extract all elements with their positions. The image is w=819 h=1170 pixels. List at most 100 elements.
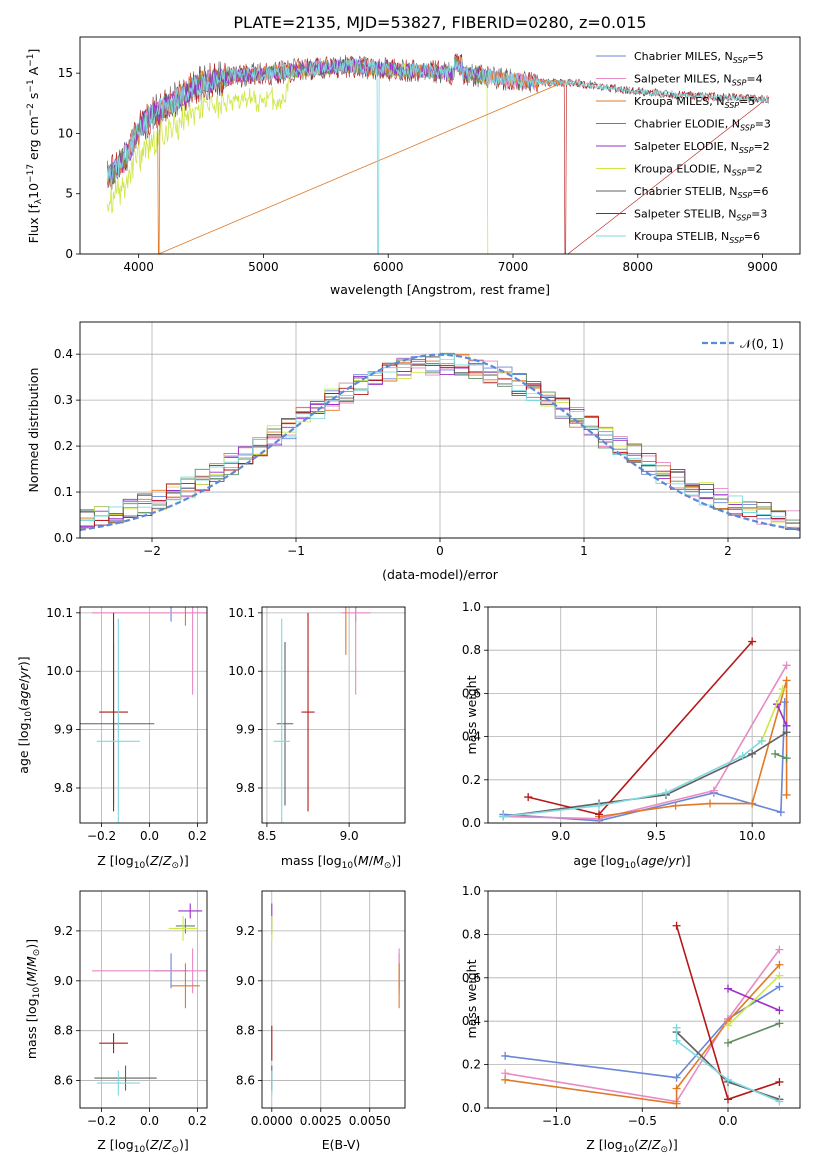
weight-vs-z-panel: −1.0 −0.5 0.0 0.0 0.2 0.4 0.6 0.8 1.0 Z [log10(Z… xyxy=(462,884,801,1155)
mass-vs-ebv-xlabel: E(B-V) xyxy=(322,1137,361,1152)
weight-marker xyxy=(778,685,787,694)
weight_vs_Z-xtick-label: −0.5 xyxy=(628,1114,657,1128)
weight_vs_age-ytick-label: 0.8 xyxy=(462,643,481,657)
mass_vs_ebv-ytick-label: 8.6 xyxy=(236,1074,255,1088)
residuals-ytick-label: 0.1 xyxy=(54,485,73,499)
weight-line xyxy=(760,688,784,742)
spectrum-xlabel: wavelength [Angstrom, rest frame] xyxy=(330,282,550,297)
legend-label: Kroupa STELIB, NSSP=6 xyxy=(634,230,760,245)
weight-marker xyxy=(672,921,681,930)
weight-marker xyxy=(672,1073,681,1082)
legend-label: Chabrier STELIB, NSSP=6 xyxy=(634,185,768,200)
weight_vs_Z-frame xyxy=(487,890,801,1109)
age_vs_mass-ytick-label: 9.8 xyxy=(236,781,255,795)
mass_vs_Z-ytick-label: 8.8 xyxy=(54,1024,73,1038)
legend-label: Salpeter ELODIE, NSSP=2 xyxy=(634,140,770,155)
weight-marker xyxy=(775,960,784,969)
weight-line xyxy=(774,753,787,759)
weight-marker xyxy=(524,793,533,802)
weight-vs-age-ylabel: mass weight xyxy=(464,675,479,754)
weight-line xyxy=(727,1022,780,1044)
mass-vs-z-ylabel: mass [log10(M/M⊙)] xyxy=(24,939,42,1059)
spectrum-ytick-label: 5 xyxy=(65,187,73,201)
weight-marker xyxy=(501,1051,510,1060)
age_vs_mass-xtick-label: 9.0 xyxy=(340,829,359,843)
age_vs_mass-ytick-label: 10.1 xyxy=(228,606,255,620)
spectrum-xtick-label: 7000 xyxy=(498,260,529,274)
weight_vs_age-ytick-label: 1.0 xyxy=(462,600,481,614)
legend-label: Kroupa ELODIE, NSSP=2 xyxy=(634,163,763,178)
weight_vs_age-ytick-label: 0.0 xyxy=(462,816,481,830)
weight-marker xyxy=(724,1021,732,1030)
weight-marker xyxy=(748,799,757,808)
weight-marker xyxy=(672,1036,681,1045)
weight_vs_age-xtick-label: 9.5 xyxy=(647,829,666,843)
mass_vs_ebv-ytick-label: 9.0 xyxy=(236,974,255,988)
age-vs-mass-panel: 8.5 9.0 9.8 9.9 10.0 10.1 mass [log10(M/M⊙)] xyxy=(228,606,406,871)
residuals-xtick-label: 0 xyxy=(436,544,444,558)
weight-marker xyxy=(706,799,715,808)
weight-marker xyxy=(757,736,766,745)
age_vs_mass-ytick-label: 10.0 xyxy=(228,664,255,678)
mass_vs_ebv-xtick-label: 0.0000 xyxy=(251,1114,293,1128)
weight-line xyxy=(504,985,780,1079)
age_vs_Z-xtick-label: −0.2 xyxy=(87,829,116,843)
weight-marker xyxy=(672,1084,681,1093)
legend-label: Kroupa MILES, NSSP=5 xyxy=(634,95,755,110)
weight_vs_Z-xtick-label: 0.0 xyxy=(718,1114,737,1128)
weight_vs_Z-ytick-label: 0.6 xyxy=(462,971,481,985)
residuals-ytick-label: 0.4 xyxy=(54,347,73,361)
weight-marker xyxy=(775,1077,784,1086)
weight-marker xyxy=(748,637,757,646)
weight-marker xyxy=(595,810,604,819)
weight-marker xyxy=(775,1006,784,1015)
mass_vs_Z-frame xyxy=(79,890,208,1109)
residual-ylabel: Normed distribution xyxy=(26,368,41,493)
legend-label: Salpeter STELIB, NSSP=3 xyxy=(634,208,767,223)
spectrum-xtick-label: 9000 xyxy=(747,260,778,274)
spectrum-xtick-label: 5000 xyxy=(248,260,279,274)
weight_vs_age-ytick-label: 0.4 xyxy=(462,730,481,744)
weight-line xyxy=(675,1027,780,1103)
weight_vs_age-frame xyxy=(487,606,801,824)
mass_vs_Z-xtick-label: 0.0 xyxy=(140,1114,159,1128)
mass_vs_Z-xtick-label: −0.2 xyxy=(87,1114,116,1128)
weight-marker xyxy=(709,786,718,795)
weight_vs_Z-ytick-label: 1.0 xyxy=(462,884,481,898)
mass-vs-z-panel: −0.2 0.0 0.2 8.6 8.8 9.0 9.2 Z [log10(Z/Z⊙)] m… xyxy=(24,890,208,1155)
normal-curve xyxy=(80,353,800,531)
weight_vs_Z-ytick-label: 0.2 xyxy=(462,1058,481,1072)
mass_vs_Z-ytick-label: 9.0 xyxy=(54,974,73,988)
spectrum-legend: Chabrier MILES, NSSP=5 Salpeter MILES, NS… xyxy=(596,50,771,245)
mass-vs-ebv-panel: 0.0000 0.0025 0.0050 8.6 8.8 9.0 9.2 E(B-V) xyxy=(236,890,406,1152)
mass_vs_Z-xtick-label: 0.2 xyxy=(188,1114,207,1128)
mass_vs_ebv-xtick-label: 0.0050 xyxy=(349,1114,391,1128)
legend-label: Chabrier MILES, NSSP=5 xyxy=(634,50,764,65)
spectrum-ytick-label: 15 xyxy=(58,66,73,80)
weight-vs-age-panel: 9.0 9.5 10.0 0.0 0.2 0.4 0.6 0.8 1.0 age [log10(… xyxy=(462,600,801,871)
weight-marker xyxy=(672,1023,681,1032)
age_vs_Z-frame xyxy=(79,606,208,824)
weight-marker xyxy=(748,749,757,758)
weight-marker xyxy=(782,754,791,763)
weight-vs-z-ylabel: mass weight xyxy=(464,959,479,1038)
weight_vs_Z-ytick-label: 0.0 xyxy=(462,1101,481,1115)
residual-frame xyxy=(79,321,801,539)
weight-vs-age-xlabel: age [log10(age/yr)] xyxy=(573,853,690,871)
age_vs_Z-xtick-label: 0.2 xyxy=(188,829,207,843)
spectrum-line xyxy=(107,58,489,183)
age_vs_Z-ytick-label: 9.9 xyxy=(54,723,73,737)
spectrum-xtick-label: 6000 xyxy=(373,260,404,274)
age_vs_Z-ytick-label: 9.8 xyxy=(54,781,73,795)
weight-marker xyxy=(776,808,785,817)
residuals-xtick-label: −1 xyxy=(287,544,305,558)
spectrum-frame xyxy=(79,36,801,255)
age-vs-z-xlabel: Z [log10(Z/Z⊙)] xyxy=(97,853,189,871)
weight-vs-z-xlabel: Z [log10(Z/Z⊙)] xyxy=(586,1137,678,1155)
weight-marker xyxy=(782,790,791,799)
weight-marker xyxy=(782,676,791,685)
spectrum-ylabel: Flux [fλ10−17 erg cm−2 s−1 A−1] xyxy=(26,49,44,244)
weight-marker xyxy=(782,728,791,737)
weight_vs_age-xtick-label: 10.0 xyxy=(739,829,766,843)
